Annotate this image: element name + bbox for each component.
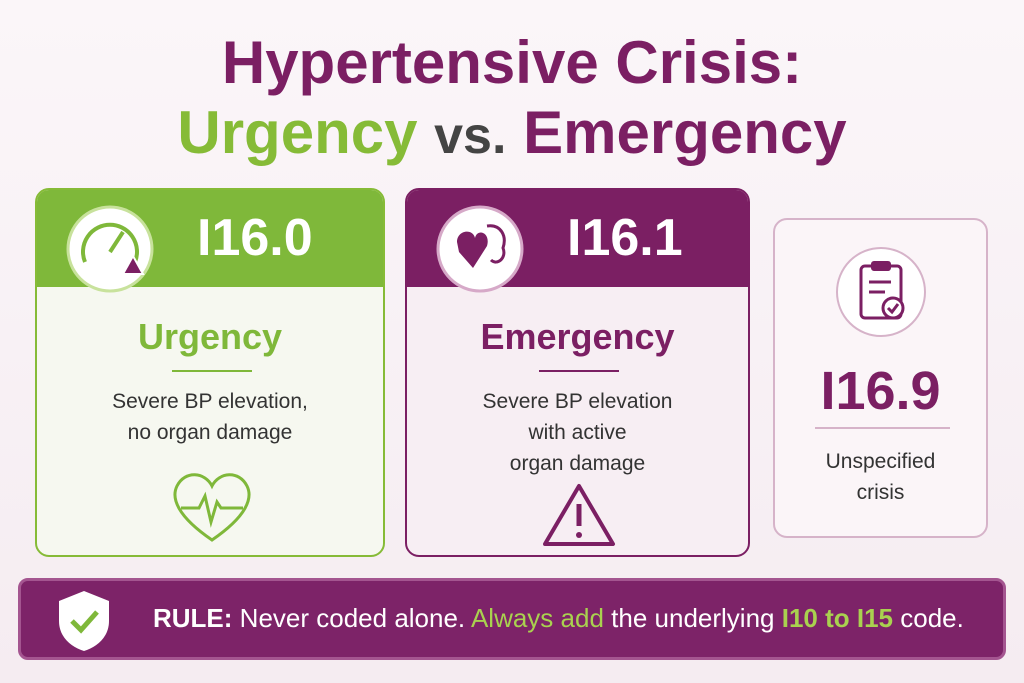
card-label: Urgency — [137, 316, 283, 357]
title-vs: vs. — [434, 107, 507, 165]
card-description: Severe BP elevation, no organ damage — [37, 386, 383, 448]
title-urgency: Urgency — [177, 99, 418, 166]
desc-line: organ damage — [509, 452, 646, 475]
card-label: Emergency — [480, 316, 675, 357]
rule-text: RULE: Never coded alone. Always add the … — [153, 603, 964, 634]
divider — [815, 427, 950, 429]
rule-part: Never coded alone. — [239, 603, 466, 633]
rule-part: code. — [900, 603, 964, 633]
card-description: Unspecified crisis — [775, 446, 986, 508]
rule-label: RULE: — [153, 603, 233, 633]
rule-part: Always add — [470, 603, 604, 633]
divider — [172, 370, 252, 372]
card-code: I16.1 — [567, 209, 683, 267]
desc-line: Unspecified — [825, 450, 936, 473]
urgency-card: I16.0 Urgency Severe BP elevation, no or… — [35, 188, 385, 557]
desc-line: no organ damage — [127, 421, 293, 444]
unspecified-card: I16.9 Unspecified crisis — [773, 218, 988, 538]
emergency-card: I16.1 Emergency Severe BP elevation with… — [405, 188, 750, 557]
organ-icon — [436, 205, 524, 293]
card-code: I16.9 — [820, 361, 941, 421]
heart-icon — [173, 473, 251, 542]
desc-line: Severe BP elevation — [482, 390, 673, 413]
divider — [539, 370, 619, 372]
title-line1: Hypertensive Crisis: — [221, 29, 803, 96]
desc-line: crisis — [856, 481, 905, 504]
warning-icon — [543, 484, 615, 546]
rule-part: the underlying — [611, 603, 775, 633]
card-description: Severe BP elevation with active organ da… — [407, 386, 748, 479]
card-code: I16.0 — [197, 209, 313, 267]
rule-banner: RULE: Never coded alone. Always add the … — [18, 578, 1006, 660]
clipboard-icon — [836, 247, 926, 337]
title-emergency: Emergency — [523, 99, 847, 166]
shield-icon — [59, 591, 109, 651]
desc-line: Severe BP elevation, — [112, 390, 308, 413]
gauge-icon — [66, 205, 154, 293]
rule-part: I10 to I15 — [781, 603, 894, 633]
title-line2: Urgency vs. Emergency — [0, 100, 1024, 169]
desc-line: with active — [528, 421, 627, 444]
